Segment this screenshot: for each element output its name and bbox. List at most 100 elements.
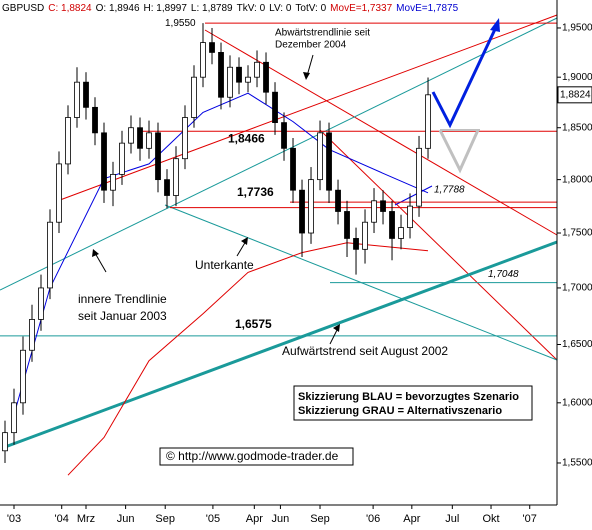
x-tick-label: '05 — [206, 513, 220, 525]
candle-body — [146, 132, 152, 149]
x-tick-label: Mrz — [77, 513, 95, 525]
level-label: 1,8466 — [228, 131, 265, 145]
candle-body — [407, 205, 413, 229]
annotation: Aufwärtstrend seit August 2002 — [282, 344, 448, 358]
candle-body — [362, 221, 368, 250]
arrow — [236, 240, 247, 257]
candle-body — [290, 147, 296, 191]
candle-body — [218, 52, 224, 98]
candle-body — [164, 179, 170, 196]
candle-body — [101, 132, 107, 191]
candle-body — [281, 122, 287, 149]
y-tick-label: 1,8000 — [562, 174, 592, 185]
y-tick-label: 1,7500 — [562, 228, 592, 239]
marks — [2, 23, 431, 476]
candle-body — [299, 189, 305, 234]
y-tick-label: 1,6000 — [562, 397, 592, 408]
annotation: Skizzierung BLAU = bevorzugtes Szenario — [298, 391, 519, 403]
candle-body — [398, 227, 404, 239]
candle-body — [110, 173, 116, 191]
x-tick-label: '04 — [55, 513, 69, 525]
overlay: Abwärtstrendlinie seit Dezember 2004 Unt… — [78, 18, 533, 466]
candle-body — [272, 91, 278, 124]
axes: 1,5500 1,6000 1,6500 1,7000 1,7500 1,8000 1,85… — [7, 23, 592, 525]
trendline — [0, 17, 558, 291]
candle-body — [236, 66, 242, 83]
candle-body — [416, 147, 422, 207]
annotation: innere Trendlinie — [78, 292, 167, 306]
annotation: Unterkante — [195, 258, 254, 272]
price-tag — [557, 86, 592, 104]
moving-average — [13, 92, 429, 415]
y-tick-label: 1,6500 — [562, 339, 592, 350]
candle-body — [65, 117, 71, 165]
y-tick-label: 1,8500 — [562, 122, 592, 133]
x-tick-label: Apr — [246, 513, 263, 525]
arrow-head — [333, 324, 340, 332]
candle-body — [56, 163, 62, 223]
arrow — [94, 252, 107, 273]
level-label: 1,7788 — [434, 185, 465, 196]
arrow-head — [490, 18, 500, 32]
header-item: TkV: 0 — [237, 3, 266, 14]
candle-body — [209, 42, 215, 53]
candle-body — [83, 81, 89, 108]
candle-body — [29, 319, 35, 351]
level-label: 1,6575 — [235, 317, 272, 331]
copyright-box — [159, 447, 354, 466]
header: GBPUSD C: 1,8824 O: 1,8946 H: 1,8997 L: 1,87… — [2, 3, 459, 14]
header-item: L: 1,8789 — [191, 3, 233, 14]
candle-body — [74, 81, 80, 118]
candle-body — [128, 127, 134, 144]
y-tick-label: 1,9000 — [562, 72, 592, 83]
candle-body — [263, 61, 269, 93]
arrow-head — [241, 237, 248, 245]
candle-body — [245, 76, 251, 83]
candle-body — [227, 66, 233, 98]
candle-body — [47, 221, 53, 289]
header-item: H: 1,8997 — [144, 3, 188, 14]
x-tick-label: Jul — [445, 513, 459, 525]
plot-area — [0, 14, 558, 449]
x-tick-label: Sep — [155, 513, 175, 525]
x-tick-label: Apr — [403, 513, 420, 525]
x-tick-label: '03 — [7, 513, 21, 525]
annotation: seit Januar 2003 — [78, 309, 167, 323]
candle-body — [317, 132, 323, 181]
grey-scenario — [438, 129, 480, 174]
candle-body — [344, 211, 350, 239]
candle-body — [191, 76, 197, 118]
trendline — [59, 14, 558, 201]
candle-body — [425, 94, 431, 149]
candle-body — [173, 158, 179, 196]
candle-body — [92, 106, 98, 134]
x-tick-label: Sep — [310, 513, 330, 525]
candle-body — [155, 132, 161, 181]
annotation: Dezember 2004 — [275, 40, 347, 51]
candle-body — [182, 117, 188, 160]
scenario-box — [293, 385, 533, 421]
candle-body — [353, 238, 359, 250]
level-label: 1,7048 — [488, 269, 519, 280]
header-item: LV: 0 — [269, 3, 292, 14]
annotation: Skizzierung GRAU = Alternativszenario — [298, 405, 502, 417]
candle-body — [20, 349, 26, 404]
level-label: 1,7736 — [237, 185, 274, 199]
candle-body — [11, 402, 17, 434]
y-tick-label: 1,7000 — [562, 283, 592, 294]
price-tag-label: 1,8824 — [560, 89, 591, 100]
header-item: TotV: 0 — [295, 3, 326, 14]
candle-body — [137, 127, 143, 149]
moving-average — [67, 242, 429, 476]
candle-body — [200, 42, 206, 78]
header-item: O: 1,8946 — [96, 3, 140, 14]
candle-body — [308, 179, 314, 234]
header-item: GBPUSD — [2, 3, 44, 14]
trendline — [319, 129, 558, 361]
candle-body — [371, 200, 377, 223]
level-label: 1,9550 — [165, 18, 196, 29]
candle-body — [335, 189, 341, 212]
candle-body — [119, 142, 125, 175]
candle-body — [38, 287, 44, 320]
